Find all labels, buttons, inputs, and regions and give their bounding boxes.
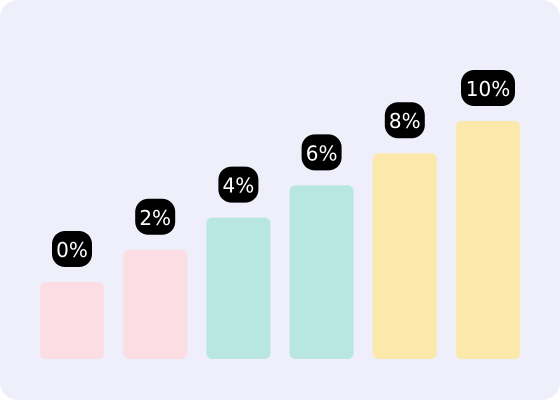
data-label-pill-5	[461, 70, 515, 106]
bar-1	[123, 249, 188, 359]
data-label-pill-1	[135, 198, 176, 235]
bar-0	[40, 282, 104, 359]
data-label-pill-3	[301, 134, 342, 171]
data-label-text-1: 2%	[139, 206, 171, 230]
bar-2	[206, 217, 271, 359]
data-label-3: 6%	[301, 134, 342, 171]
data-label-text-3: 6%	[306, 141, 338, 165]
data-label-pill-4	[384, 102, 425, 139]
data-label-pill-0	[52, 231, 92, 267]
data-label-2: 4%	[218, 166, 259, 203]
bar-3	[289, 185, 354, 359]
data-label-pill-2	[218, 166, 259, 203]
data-label-text-0: 0%	[56, 238, 88, 262]
data-label-text-5: 10%	[466, 77, 510, 101]
bar-4	[372, 153, 437, 359]
data-label-0: 0%	[52, 231, 92, 267]
data-label-5: 10%	[461, 70, 515, 106]
data-label-1: 2%	[135, 198, 176, 235]
data-label-4: 8%	[384, 102, 425, 139]
data-label-text-4: 8%	[389, 109, 421, 133]
data-label-text-2: 4%	[223, 174, 255, 198]
bar-5	[456, 121, 520, 359]
